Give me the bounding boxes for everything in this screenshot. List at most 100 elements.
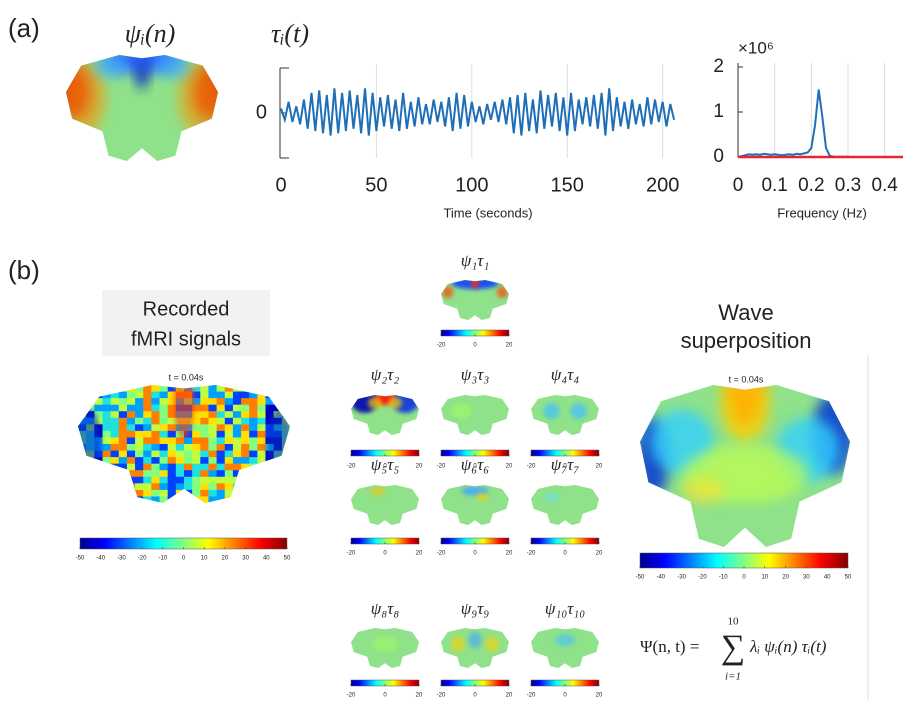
pixel xyxy=(200,457,209,464)
pixel xyxy=(119,431,128,438)
pixel xyxy=(119,444,128,451)
pixel xyxy=(249,392,258,399)
y-tick-label: 2 xyxy=(713,56,724,77)
pixel xyxy=(119,418,128,425)
brain-map xyxy=(636,361,854,547)
pixel xyxy=(266,405,275,412)
pixel xyxy=(111,411,120,418)
pixel xyxy=(249,470,258,477)
pixel xyxy=(168,464,177,471)
brain-fill xyxy=(531,485,599,525)
pixel xyxy=(160,411,169,418)
pixel xyxy=(241,405,250,412)
colorbar-tick-label: -40 xyxy=(96,556,105,562)
brain-blob xyxy=(485,636,499,652)
pixel xyxy=(217,451,226,458)
pixel xyxy=(151,470,160,477)
pixel xyxy=(168,451,177,458)
pixel xyxy=(151,457,160,464)
pixel xyxy=(160,496,169,503)
pixel xyxy=(233,464,242,471)
pixel xyxy=(160,457,169,464)
pixel xyxy=(249,398,258,405)
pixel xyxy=(78,477,87,484)
pixel xyxy=(208,464,217,471)
pixel xyxy=(86,490,95,497)
pixel xyxy=(176,483,185,490)
x-axis-label: Frequency (Hz) xyxy=(777,205,867,220)
pixel xyxy=(200,483,209,490)
pixel xyxy=(192,470,201,477)
pixel xyxy=(78,405,87,412)
pixel xyxy=(225,496,234,503)
pixel xyxy=(249,496,258,503)
pixel xyxy=(200,496,209,503)
pixel xyxy=(135,405,144,412)
pixel xyxy=(257,490,266,497)
pixel xyxy=(143,405,152,412)
pixel xyxy=(168,431,177,438)
pixel xyxy=(127,398,136,405)
recorded-title: fMRI signals xyxy=(131,328,241,350)
pixel xyxy=(160,451,169,458)
pixel xyxy=(282,405,291,412)
pixel xyxy=(282,464,291,471)
panel-label: (b) xyxy=(8,255,40,285)
mode-label: ψ₃τ₃ xyxy=(461,365,490,384)
brain-blob xyxy=(267,409,292,480)
pixel xyxy=(102,464,111,471)
pixel xyxy=(127,490,136,497)
pixel xyxy=(225,457,234,464)
pixel xyxy=(111,405,120,412)
pixel xyxy=(241,424,250,431)
pixel xyxy=(119,477,128,484)
pixel xyxy=(257,405,266,412)
pixel xyxy=(102,424,111,431)
pixel xyxy=(127,470,136,477)
pixel xyxy=(111,477,120,484)
pixel xyxy=(184,470,193,477)
pixel xyxy=(200,411,209,418)
series-label: τᵢ(t) xyxy=(271,19,309,48)
pixel xyxy=(249,385,258,392)
pixel xyxy=(160,444,169,451)
pixel xyxy=(127,424,136,431)
pixel xyxy=(119,398,128,405)
colorbar-tick-label: 20 xyxy=(596,693,603,699)
pixel xyxy=(102,490,111,497)
pixel xyxy=(266,398,275,405)
pixel xyxy=(282,490,291,497)
pixel xyxy=(143,411,152,418)
pixel xyxy=(176,470,185,477)
pixel xyxy=(111,490,120,497)
x-tick-label: 0 xyxy=(733,175,744,196)
pixel xyxy=(249,418,258,425)
x-tick-label: 100 xyxy=(455,174,488,196)
pixel xyxy=(282,385,291,392)
colorbar-tick-label: 20 xyxy=(596,464,603,470)
pixel xyxy=(192,418,201,425)
pixel xyxy=(200,451,209,458)
mode-label: ψ₆τ₆ xyxy=(461,455,490,474)
colorbar-tick-label: 50 xyxy=(845,575,852,581)
pixel xyxy=(249,477,258,484)
y-tick-label: 0 xyxy=(713,146,724,167)
pixel xyxy=(102,431,111,438)
pixel xyxy=(86,496,95,503)
brain-blob xyxy=(371,636,398,652)
pixel xyxy=(225,477,234,484)
brain-map xyxy=(351,485,419,525)
pixel xyxy=(86,470,95,477)
colorbar-tick-label: 20 xyxy=(596,551,603,557)
pixel xyxy=(217,477,226,484)
pixel xyxy=(200,424,209,431)
pixel xyxy=(217,398,226,405)
pixel xyxy=(102,477,111,484)
mode-label: ψ₉τ₉ xyxy=(461,599,490,618)
pixel xyxy=(127,437,136,444)
pixel xyxy=(208,437,217,444)
pixel xyxy=(192,483,201,490)
pixel xyxy=(102,385,111,392)
pixel xyxy=(143,385,152,392)
pixel xyxy=(241,437,250,444)
